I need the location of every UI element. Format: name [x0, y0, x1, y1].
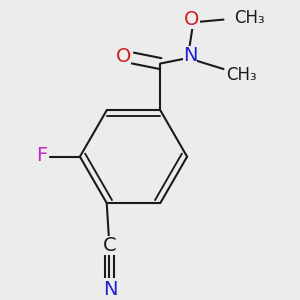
Text: N: N: [183, 46, 197, 65]
Text: C: C: [103, 236, 117, 255]
Text: CH₃: CH₃: [235, 9, 265, 27]
Text: N: N: [103, 280, 117, 299]
Text: O: O: [184, 10, 200, 29]
Text: CH₃: CH₃: [226, 65, 257, 83]
Text: F: F: [36, 146, 47, 165]
Text: O: O: [116, 47, 131, 66]
